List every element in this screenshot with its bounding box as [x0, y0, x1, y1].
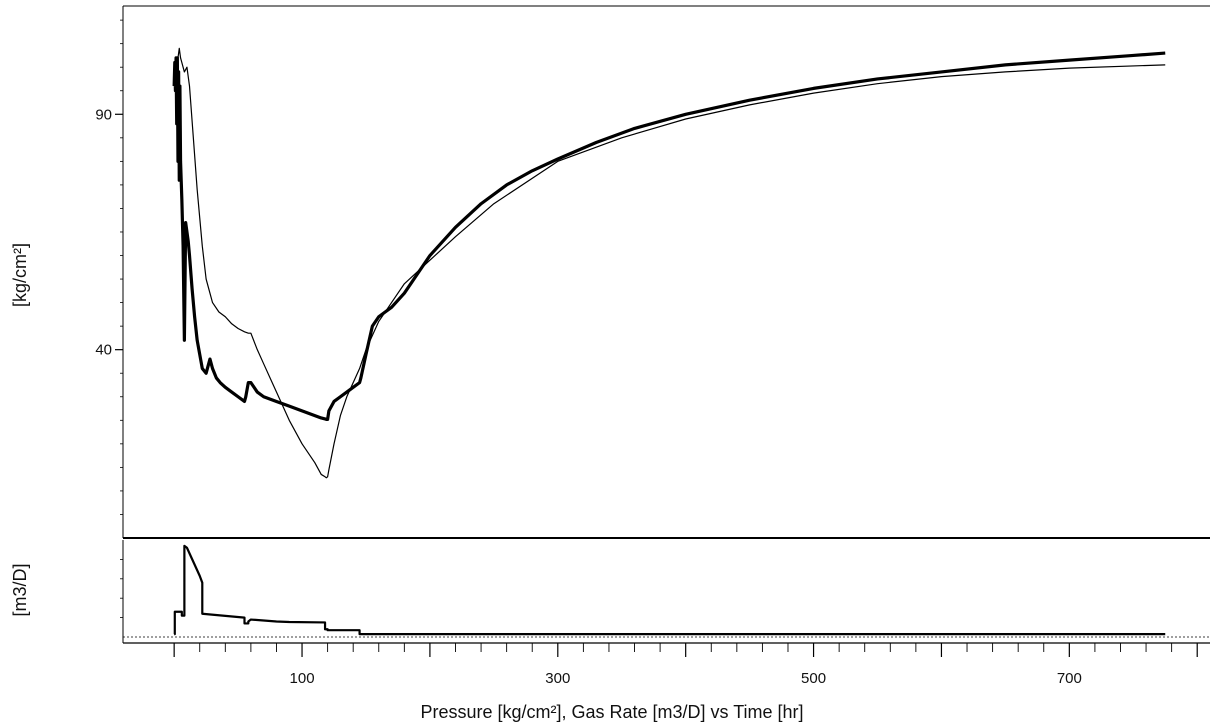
y-axis-title-gas-rate: [m3/D] — [10, 563, 30, 616]
series-layer — [172, 47, 1166, 636]
labels-layer: 40 90 100 300 500 700 — [95, 106, 1082, 687]
y-axis-title-pressure: [kg/cm²] — [10, 243, 30, 307]
pressure-series-thin-line — [173, 47, 1166, 479]
y-axis-ticks — [115, 19, 123, 618]
pressure-series-thick-line — [172, 51, 1166, 421]
x-tick-label: 500 — [801, 670, 826, 687]
y-tick-label: 90 — [95, 106, 112, 123]
x-tick-label: 700 — [1057, 670, 1082, 687]
gas-rate-series-line — [173, 544, 1166, 636]
pressure-panel-frame — [122, 5, 1210, 539]
x-tick-label: 300 — [545, 670, 570, 687]
x-axis-ticks — [173, 643, 1198, 657]
gas-rate-panel-frame — [122, 540, 1210, 644]
x-axis-title: Pressure [kg/cm²], Gas Rate [m3/D] vs Ti… — [420, 702, 803, 722]
x-tick-label: 100 — [290, 670, 315, 687]
y-tick-label: 40 — [95, 342, 112, 359]
